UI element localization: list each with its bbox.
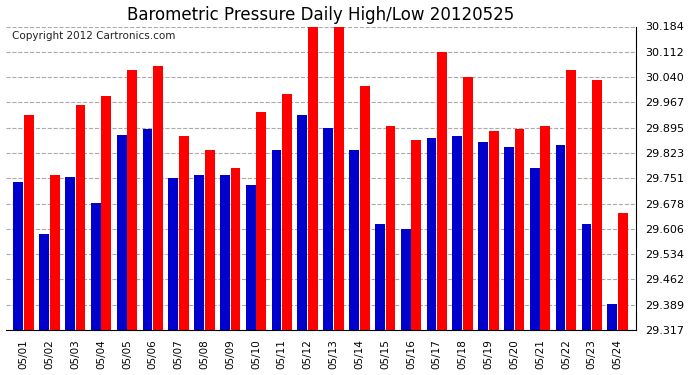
Bar — [463, 77, 473, 330]
Bar — [13, 182, 23, 330]
Bar — [168, 178, 178, 330]
Bar — [179, 136, 189, 330]
Bar — [592, 80, 602, 330]
Bar — [194, 175, 204, 330]
Bar — [540, 126, 550, 330]
Bar — [39, 234, 49, 330]
Bar — [401, 229, 411, 330]
Bar — [205, 150, 215, 330]
Bar — [257, 112, 266, 330]
Bar — [153, 66, 163, 330]
Bar — [437, 52, 447, 330]
Bar — [324, 128, 333, 330]
Bar — [426, 138, 436, 330]
Bar — [24, 116, 34, 330]
Bar — [65, 177, 75, 330]
Bar — [101, 96, 111, 330]
Bar — [127, 70, 137, 330]
Bar — [143, 129, 152, 330]
Bar — [504, 147, 514, 330]
Bar — [478, 142, 488, 330]
Bar — [566, 70, 576, 330]
Bar — [582, 224, 591, 330]
Bar — [349, 150, 359, 330]
Bar — [297, 116, 307, 330]
Bar — [272, 150, 282, 330]
Bar — [555, 145, 566, 330]
Bar — [282, 94, 292, 330]
Bar — [246, 185, 255, 330]
Bar — [515, 129, 524, 330]
Bar — [91, 203, 101, 330]
Bar — [489, 131, 499, 330]
Bar — [308, 27, 318, 330]
Title: Barometric Pressure Daily High/Low 20120525: Barometric Pressure Daily High/Low 20120… — [127, 6, 514, 24]
Text: Copyright 2012 Cartronics.com: Copyright 2012 Cartronics.com — [12, 31, 175, 41]
Bar — [50, 175, 59, 330]
Bar — [530, 168, 540, 330]
Bar — [453, 136, 462, 330]
Bar — [359, 86, 370, 330]
Bar — [334, 27, 344, 330]
Bar — [117, 135, 126, 330]
Bar — [76, 105, 86, 330]
Bar — [386, 126, 395, 330]
Bar — [607, 304, 617, 330]
Bar — [375, 224, 385, 330]
Bar — [230, 168, 240, 330]
Bar — [220, 175, 230, 330]
Bar — [411, 140, 421, 330]
Bar — [618, 213, 628, 330]
